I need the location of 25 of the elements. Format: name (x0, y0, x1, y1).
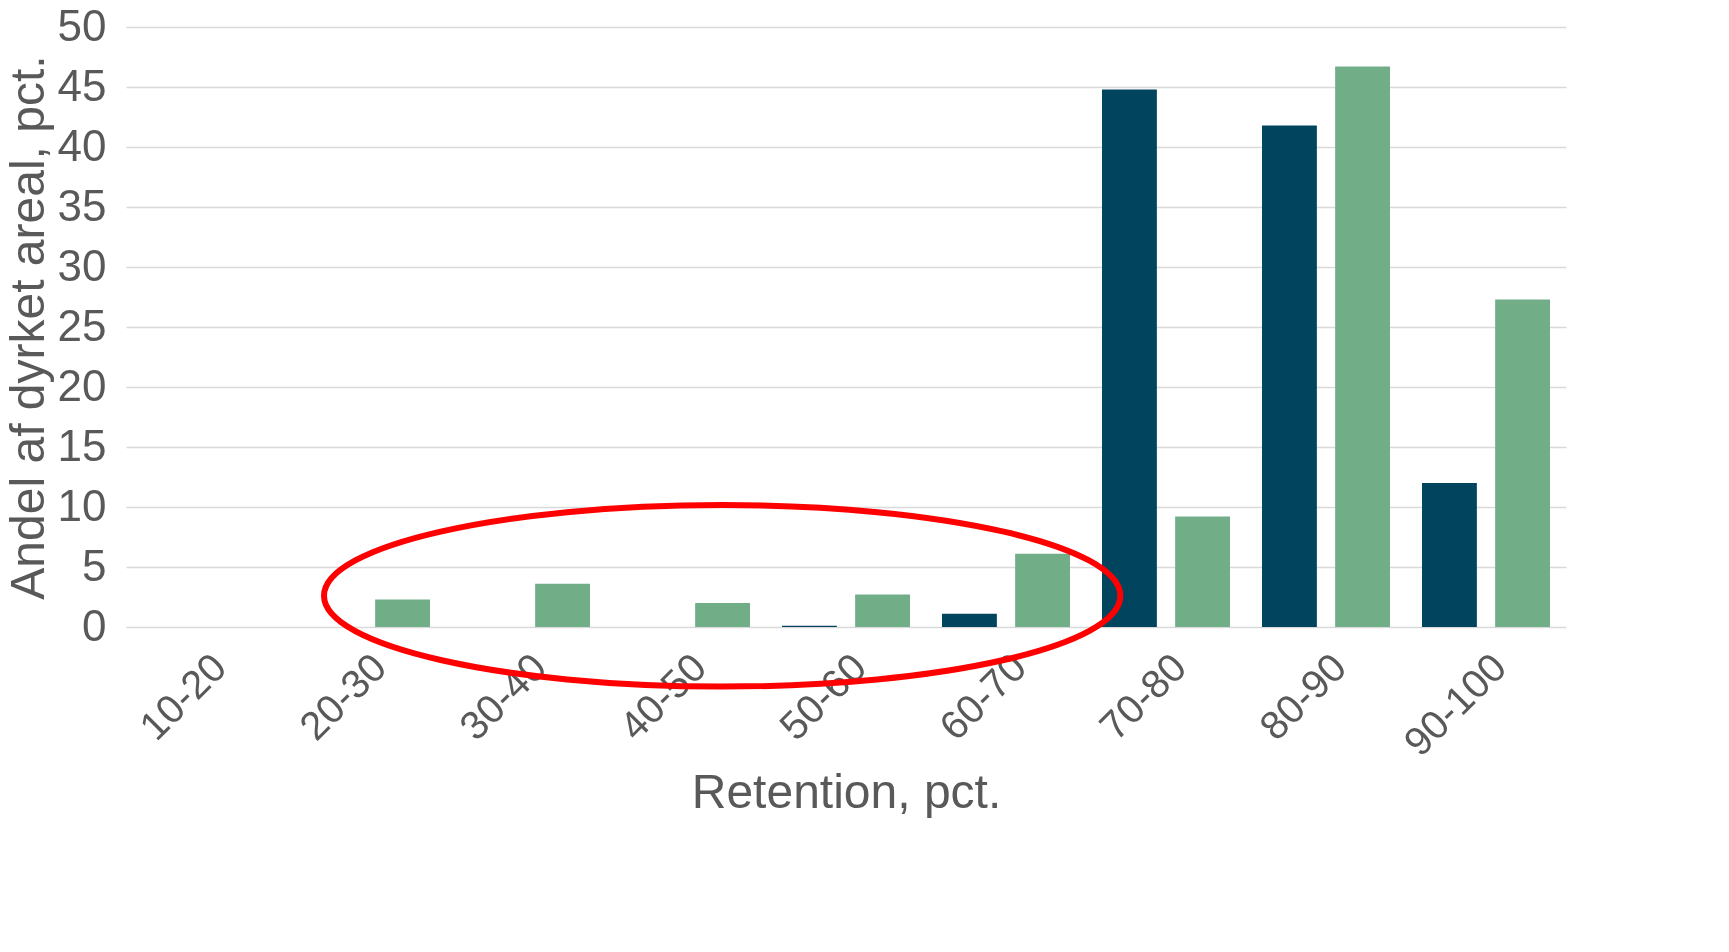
y-tick-label: 50 (57, 0, 107, 50)
y-tick-label: 45 (57, 60, 107, 110)
bar (375, 599, 430, 627)
y-tick-label: 35 (57, 180, 107, 230)
bar (695, 603, 750, 627)
y-tick-label: 25 (57, 300, 107, 350)
bar (1422, 483, 1477, 627)
y-tick-label: 20 (57, 360, 107, 410)
y-tick-label: 10 (57, 480, 107, 530)
bar (535, 583, 590, 627)
bar (1175, 516, 1230, 627)
x-axis-title: Retention, pct. (691, 764, 1002, 818)
bar (1335, 66, 1390, 627)
y-tick-label: 0 (82, 600, 107, 650)
bar (855, 594, 910, 627)
bar (1262, 125, 1317, 627)
y-tick-label: 5 (82, 540, 107, 590)
bar (1495, 299, 1550, 627)
y-tick-label: 15 (57, 420, 107, 470)
y-tick-label: 30 (57, 240, 107, 290)
bar (942, 613, 997, 627)
bar (1015, 553, 1070, 627)
y-axis-title: Andel af dyrket areal, pct. (0, 55, 54, 600)
y-tick-label: 40 (57, 120, 107, 170)
bar (1102, 89, 1157, 627)
